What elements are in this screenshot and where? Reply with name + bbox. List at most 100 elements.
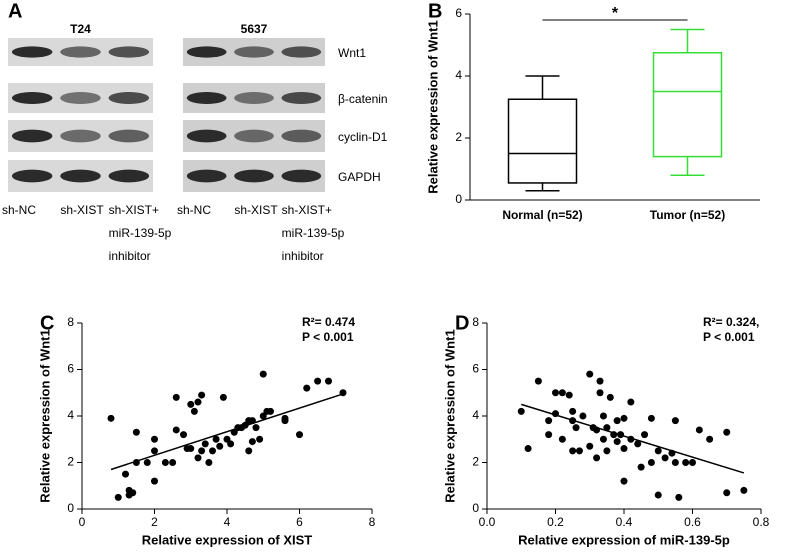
point <box>545 417 553 425</box>
point <box>682 459 690 466</box>
y-tick-label: 0 <box>472 501 479 515</box>
point <box>129 489 137 497</box>
point <box>613 417 621 425</box>
point <box>161 459 169 466</box>
annotation: R²= 0.324, <box>703 315 759 329</box>
point <box>695 426 703 434</box>
y-tick-label: 4 <box>472 408 479 422</box>
point <box>190 407 198 415</box>
point <box>599 412 607 420</box>
blot-band <box>234 46 274 58</box>
point <box>212 435 220 443</box>
y-tick-label: 2 <box>455 130 462 144</box>
point <box>194 454 202 462</box>
point <box>256 435 264 443</box>
x-tick-label: 0.0 <box>479 515 496 529</box>
x-tick-label: 4 <box>224 515 231 529</box>
point <box>219 393 227 401</box>
blot-band <box>60 129 101 143</box>
point <box>169 459 177 466</box>
group-title: T24 <box>70 22 91 36</box>
y-tick-label: 6 <box>472 362 479 376</box>
x-tick-label: 2 <box>151 515 158 529</box>
point <box>122 470 129 478</box>
panel-letter: D <box>455 312 469 334</box>
y-tick-label: 8 <box>472 315 479 329</box>
point <box>620 445 628 453</box>
point <box>558 389 566 397</box>
x-tick-label: Normal (n=52) <box>502 208 582 222</box>
point <box>586 370 594 378</box>
blot-band <box>108 169 150 183</box>
blot-band <box>11 92 53 104</box>
point <box>606 393 614 401</box>
y-tick-label: 0 <box>67 501 74 515</box>
blot-band <box>234 169 274 183</box>
point <box>198 391 206 399</box>
point <box>569 407 577 415</box>
point <box>637 463 645 471</box>
fit-line <box>521 403 745 474</box>
point <box>296 431 303 439</box>
y-tick-label: 2 <box>472 455 479 469</box>
fit-line <box>110 393 344 471</box>
group-title: 5637 <box>241 22 268 36</box>
point <box>216 442 224 450</box>
y-axis-label: Relative expression of Wnt1 <box>37 329 52 502</box>
lane-label: inhibitor <box>109 249 151 263</box>
point <box>634 440 642 448</box>
point <box>545 431 553 439</box>
lane-label: sh-XIST+ <box>109 203 159 217</box>
y-tick-label: 6 <box>455 6 462 20</box>
point <box>575 447 583 455</box>
protein-label: GAPDH <box>338 170 381 184</box>
point <box>180 431 187 439</box>
point <box>227 440 235 448</box>
panel-letter: A <box>8 0 22 22</box>
point <box>172 393 180 401</box>
blot-band <box>108 129 150 143</box>
x-tick-label: 0.4 <box>616 515 633 529</box>
point <box>627 398 635 406</box>
y-tick-label: 6 <box>67 362 74 376</box>
point <box>552 389 559 397</box>
point <box>675 493 683 501</box>
y-tick-label: 4 <box>67 408 74 422</box>
point <box>723 428 731 436</box>
blot-band <box>234 129 274 143</box>
blot-band <box>281 46 322 58</box>
box <box>507 98 578 184</box>
blot-band <box>186 46 227 58</box>
blot-band <box>186 129 227 143</box>
annotation: P < 0.001 <box>703 330 755 344</box>
point <box>603 424 611 432</box>
point <box>569 447 577 455</box>
point <box>259 370 267 378</box>
point <box>565 391 573 399</box>
lane-label: sh-NC <box>2 203 36 217</box>
lane-label: miR-139-5p <box>282 226 345 240</box>
panel-letter: C <box>40 312 54 334</box>
annotation: R²= 0.474 <box>302 315 355 329</box>
point <box>143 459 151 466</box>
x-tick-label: 0.8 <box>753 515 770 529</box>
lane-label: inhibitor <box>282 249 324 263</box>
point <box>689 459 696 466</box>
protein-label: Wnt1 <box>338 46 366 60</box>
point <box>267 407 274 415</box>
point <box>524 445 532 453</box>
point <box>517 407 525 415</box>
point <box>654 491 662 499</box>
x-axis-label: Relative expression of XIST <box>142 532 313 547</box>
point <box>613 438 621 446</box>
point <box>671 459 679 466</box>
point <box>187 445 195 453</box>
blot-band <box>108 92 150 104</box>
point <box>661 454 669 462</box>
point <box>303 384 311 392</box>
point <box>201 440 209 448</box>
point <box>205 459 213 466</box>
point <box>593 454 601 462</box>
blot-band <box>11 129 53 143</box>
blot-band <box>11 46 53 58</box>
